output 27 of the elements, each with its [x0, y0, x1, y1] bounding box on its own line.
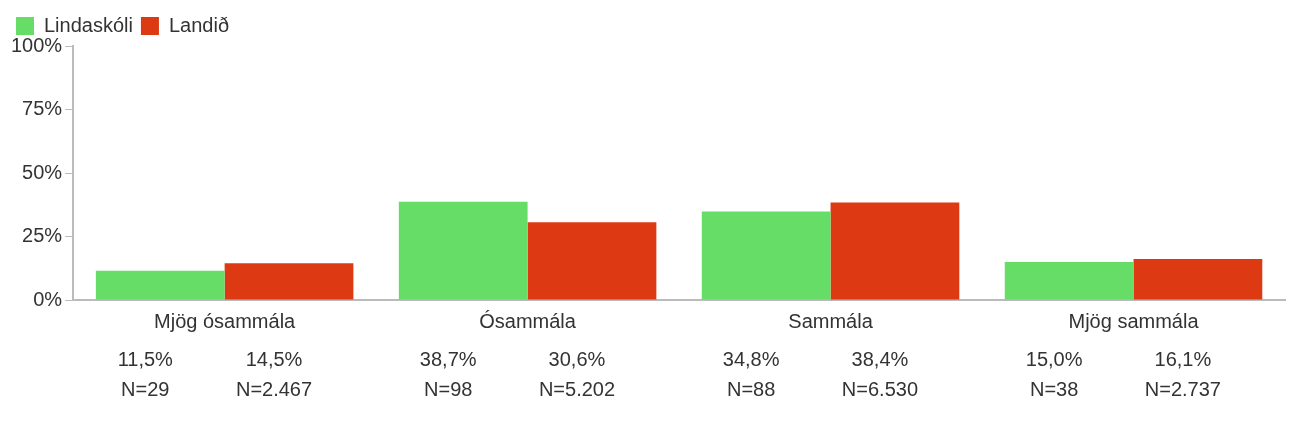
- bar: [830, 202, 960, 300]
- x-tick-label: Ósammála: [479, 309, 577, 332]
- y-tick-label: 50%: [22, 160, 63, 183]
- data-label: 16,1% N=2.737: [1144, 347, 1221, 400]
- bar: [398, 201, 528, 300]
- bar: [1133, 259, 1263, 300]
- y-tick-label: 75%: [22, 97, 63, 120]
- data-label: 30,6% N=5.202: [538, 347, 616, 400]
- data-label: 14,5% N=2.467: [235, 347, 313, 400]
- legend-label: Lindaskóli: [44, 13, 133, 36]
- x-tick-label: Mjög ósammála: [154, 309, 297, 332]
- y-tick-label: 100%: [11, 33, 63, 56]
- data-label: 38,4% N=6.530: [841, 347, 919, 400]
- bar: [224, 263, 354, 300]
- x-tick-label: Sammála: [788, 309, 874, 332]
- x-tick-label: Mjög sammála: [1068, 309, 1200, 332]
- bar: [95, 270, 225, 300]
- y-tick-label: 0%: [33, 287, 63, 310]
- data-label: 38,7% N=98: [419, 347, 477, 400]
- bar: [1004, 261, 1134, 300]
- data-label: 15,0% N=38: [1025, 347, 1083, 400]
- data-label: 11,5% N=29: [117, 347, 174, 400]
- y-tick-label: 25%: [22, 224, 63, 247]
- bar: [527, 222, 657, 300]
- legend-label: Landið: [168, 13, 230, 36]
- bar: [701, 211, 831, 300]
- data-label: 34,8% N=88: [722, 347, 780, 400]
